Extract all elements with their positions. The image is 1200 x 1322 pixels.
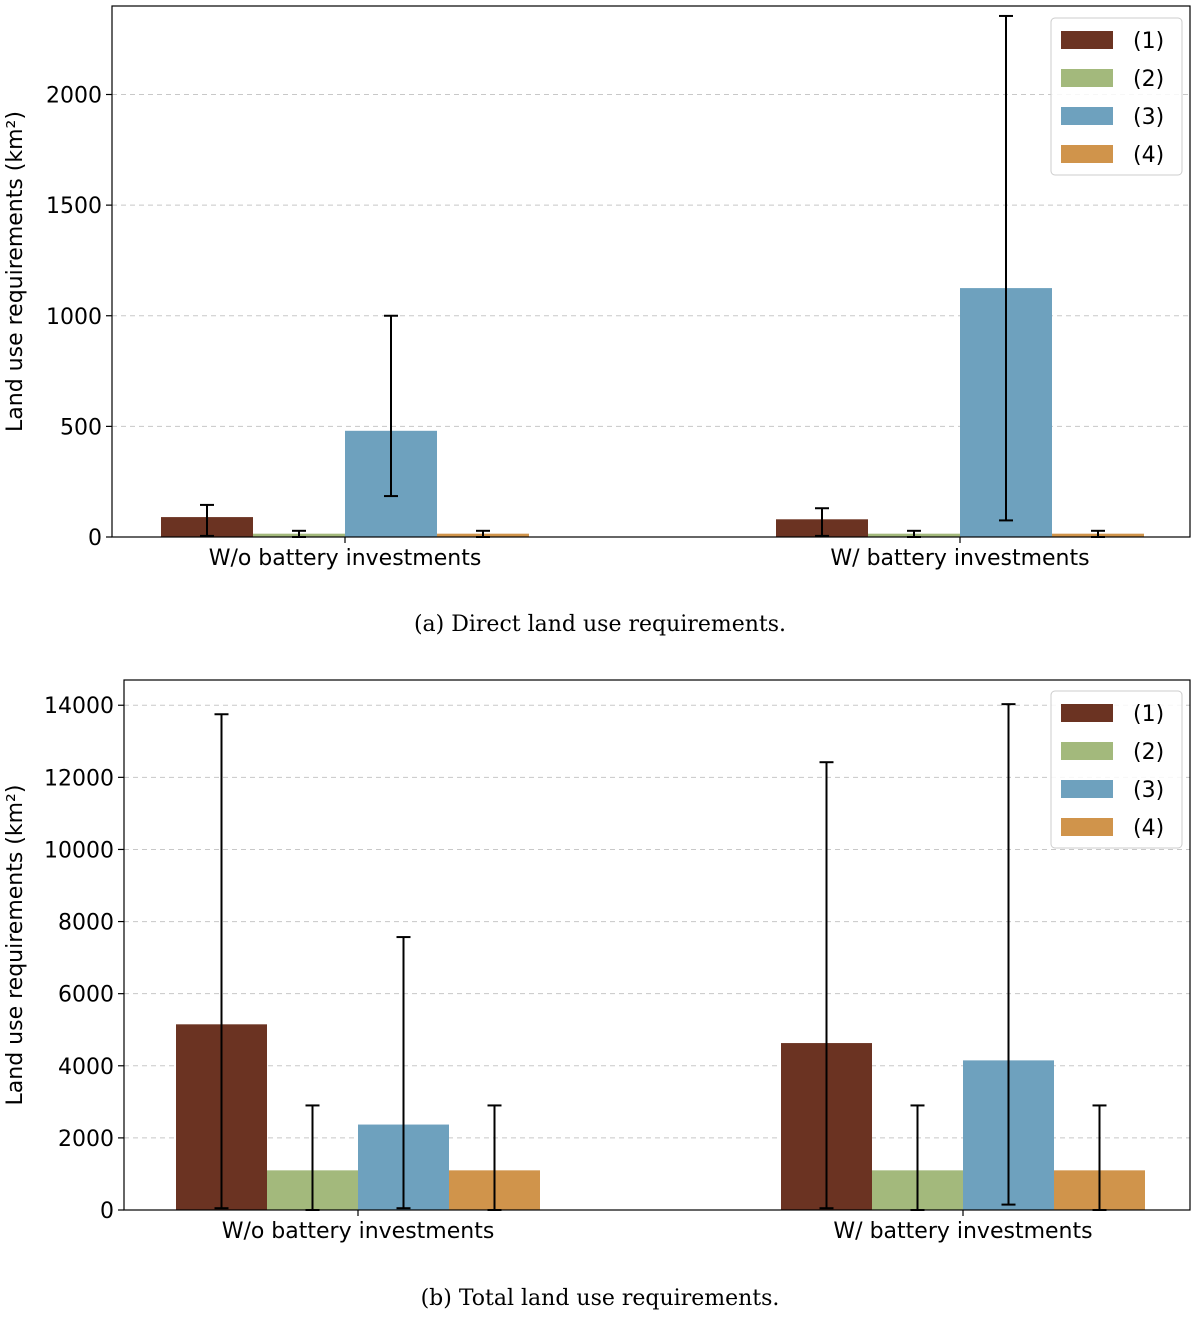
plot-frame <box>123 679 1191 1211</box>
legend-label-3: (3) <box>1133 105 1164 130</box>
legend-label-2: (2) <box>1133 67 1164 92</box>
legend-label-1: (1) <box>1133 702 1164 727</box>
legend-label-1: (1) <box>1133 29 1164 54</box>
legend-box <box>1050 690 1183 849</box>
caption-a: (a) Direct land use requirements. <box>414 612 786 637</box>
legend-swatch-3 <box>1061 107 1113 125</box>
x-tick-label: W/ battery investments <box>830 546 1089 571</box>
y-axis-label: Land use requirements (km²) <box>3 785 28 1106</box>
y-tick-label: 1500 <box>46 194 102 219</box>
y-axis-label: Land use requirements (km²) <box>3 111 28 432</box>
legend-swatch-2 <box>1061 69 1113 87</box>
legend-swatch-2 <box>1061 742 1113 760</box>
legend-swatch-4 <box>1061 818 1113 836</box>
y-tick-label: 6000 <box>58 983 114 1008</box>
x-tick-label: W/ battery investments <box>833 1219 1092 1244</box>
legend: (1) (2) (3) (4) <box>1050 690 1183 849</box>
chart-direct-land-use: 0 500 1000 1500 2000 W/o battery investments… <box>3 5 1191 637</box>
legend: (1) (2) (3) (4) <box>1050 17 1183 176</box>
y-tick-label: 8000 <box>58 911 114 936</box>
legend-swatch-1 <box>1061 31 1113 49</box>
x-tick-label: W/o battery investments <box>222 1219 495 1244</box>
legend-label-3: (3) <box>1133 778 1164 803</box>
y-tick-label: 0 <box>100 1199 114 1224</box>
x-tick-label: W/o battery investments <box>209 546 482 571</box>
caption-b: (b) Total land use requirements. <box>421 1286 780 1311</box>
y-tick-label: 2000 <box>46 84 102 109</box>
plot-frame <box>111 5 1191 538</box>
chart-total-land-use: 0 2000 4000 6000 8000 10000 12000 14000 W/o bat… <box>3 679 1191 1311</box>
legend-swatch-3 <box>1061 780 1113 798</box>
y-tick-label: 500 <box>60 415 102 440</box>
legend-swatch-1 <box>1061 704 1113 722</box>
legend-label-4: (4) <box>1133 816 1164 841</box>
y-tick-label: 10000 <box>44 838 114 863</box>
legend-label-2: (2) <box>1133 740 1164 765</box>
legend-swatch-4 <box>1061 145 1113 163</box>
y-tick-label: 2000 <box>58 1127 114 1152</box>
y-tick-label: 1000 <box>46 305 102 330</box>
y-tick-label: 0 <box>88 526 102 551</box>
y-tick-label: 14000 <box>44 694 114 719</box>
y-tick-label: 12000 <box>44 766 114 791</box>
y-tick-label: 4000 <box>58 1055 114 1080</box>
legend-box <box>1050 17 1183 176</box>
legend-label-4: (4) <box>1133 143 1164 168</box>
